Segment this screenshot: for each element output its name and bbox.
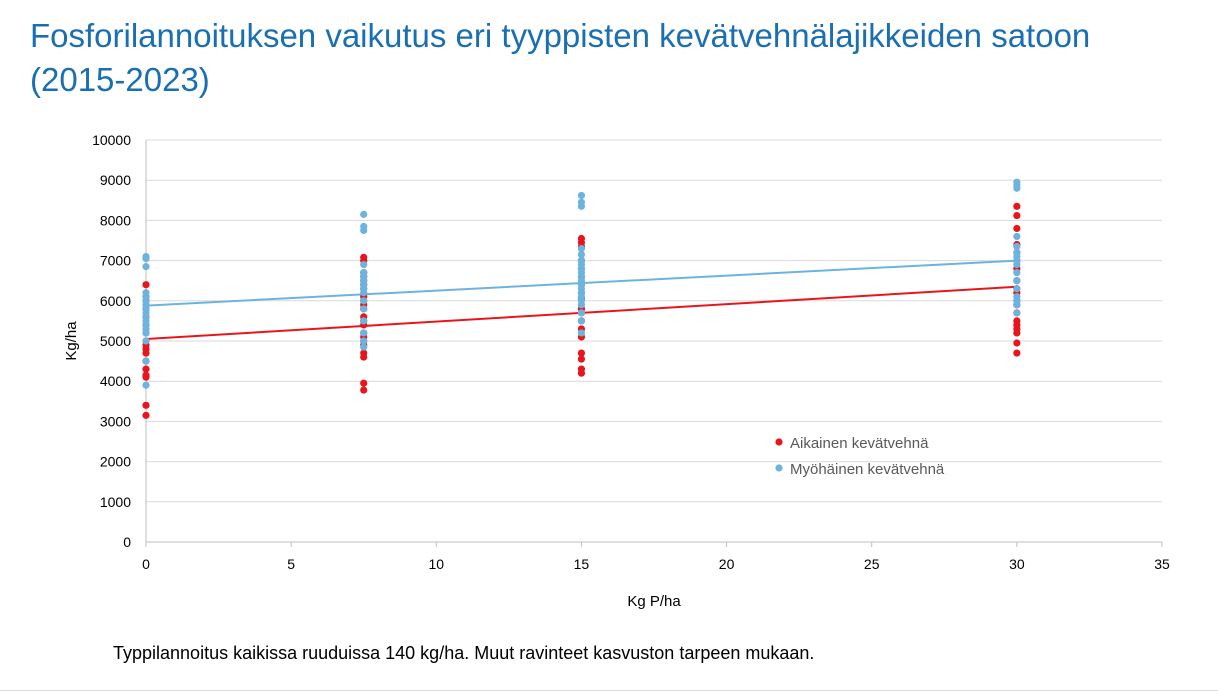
x-tick-label: 10 <box>428 556 444 572</box>
data-point-series-2 <box>1013 248 1021 257</box>
data-point-series-2 <box>142 289 150 297</box>
data-point-series-2 <box>360 343 368 351</box>
data-point-series-1 <box>360 386 368 394</box>
x-tick-label: 30 <box>1009 556 1025 572</box>
data-point-series-2 <box>1013 277 1021 285</box>
data-point-series-1 <box>360 379 368 387</box>
data-point-series-1 <box>577 365 586 373</box>
legend-marker <box>775 464 783 472</box>
data-point-series-1 <box>142 401 150 409</box>
y-tick-label: 5000 <box>100 333 131 349</box>
data-point-series-1 <box>577 234 586 243</box>
data-point-series-1 <box>1013 317 1021 325</box>
y-tick-label: 1000 <box>100 494 131 510</box>
data-point-series-2 <box>360 329 368 337</box>
x-tick-label: 25 <box>864 556 880 572</box>
data-point-series-1 <box>1013 224 1021 233</box>
data-point-series-1 <box>142 411 150 419</box>
data-point-series-1 <box>142 365 150 373</box>
data-point-series-1 <box>142 371 150 379</box>
legend-label: Aikainen kevätvehnä <box>790 435 929 452</box>
data-point-series-2 <box>577 191 586 200</box>
y-tick-label: 3000 <box>100 413 131 429</box>
footnote: Typpilannoitus kaikissa ruuduissa 140 kg… <box>113 643 815 663</box>
data-point-series-2 <box>360 261 368 269</box>
data-point-series-2 <box>577 198 586 206</box>
data-points <box>142 178 1021 419</box>
data-point-series-1 <box>142 281 150 289</box>
data-point-series-2 <box>577 309 586 317</box>
x-tick-label: 15 <box>574 556 590 572</box>
data-point-series-2 <box>142 357 150 365</box>
legend: Aikainen kevätvehnä Myöhäinen kevätvehnä <box>775 435 945 478</box>
data-point-series-1 <box>577 355 586 363</box>
legend-label: Myöhäinen kevätvehnä <box>790 461 945 478</box>
y-tick-label: 7000 <box>100 253 131 269</box>
data-point-series-1 <box>577 349 586 357</box>
data-point-series-2 <box>577 329 586 337</box>
x-tick-label: 35 <box>1154 556 1170 572</box>
data-point-series-2 <box>1013 309 1021 317</box>
bottom-divider <box>0 690 1218 691</box>
data-point-series-2 <box>1013 242 1021 251</box>
y-tick-label: 0 <box>123 534 131 550</box>
data-point-series-2 <box>1013 285 1021 293</box>
tick-labels: 0100020003000400050006000700080009000100… <box>92 132 1170 572</box>
data-point-series-1 <box>360 349 368 357</box>
data-point-series-2 <box>360 297 368 305</box>
data-point-series-2 <box>577 317 586 325</box>
gridlines <box>146 139 1162 503</box>
x-axis-title: Kg P/ha <box>627 593 681 610</box>
data-point-series-2 <box>577 244 586 253</box>
data-point-series-1 <box>1013 349 1021 357</box>
data-point-series-2 <box>360 210 368 218</box>
data-point-series-1 <box>1013 339 1021 347</box>
data-point-series-2 <box>1013 232 1021 241</box>
data-point-series-2 <box>360 317 368 325</box>
x-tick-label: 0 <box>142 556 150 572</box>
data-point-series-2 <box>360 305 368 313</box>
data-point-series-2 <box>1013 269 1021 277</box>
data-point-series-1 <box>1013 211 1021 220</box>
data-point-series-2 <box>360 269 368 277</box>
y-tick-label: 2000 <box>100 454 131 470</box>
data-point-series-2 <box>1013 293 1021 301</box>
y-tick-label: 9000 <box>100 172 131 188</box>
y-tick-label: 6000 <box>100 293 131 309</box>
y-tick-label: 8000 <box>100 212 131 228</box>
y-tick-label: 4000 <box>100 373 131 389</box>
data-point-series-2 <box>577 257 586 265</box>
data-point-series-2 <box>142 381 150 389</box>
data-point-series-2 <box>142 337 150 345</box>
data-point-series-2 <box>360 337 368 345</box>
data-point-series-1 <box>360 253 368 261</box>
axes <box>145 140 1163 547</box>
slide-title: Fosforilannoituksen vaikutus eri tyyppis… <box>30 17 1091 98</box>
x-tick-label: 5 <box>287 556 295 572</box>
data-point-series-2 <box>577 250 586 259</box>
legend-marker <box>775 438 783 446</box>
y-axis-title: Kg/ha <box>63 321 80 361</box>
data-point-series-2 <box>360 222 368 231</box>
data-point-series-2 <box>142 263 150 271</box>
y-tick-label: 10000 <box>92 132 131 148</box>
data-point-series-1 <box>1013 202 1021 210</box>
data-point-series-2 <box>1013 178 1021 186</box>
x-tick-label: 20 <box>719 556 735 572</box>
data-point-series-2 <box>142 252 150 261</box>
